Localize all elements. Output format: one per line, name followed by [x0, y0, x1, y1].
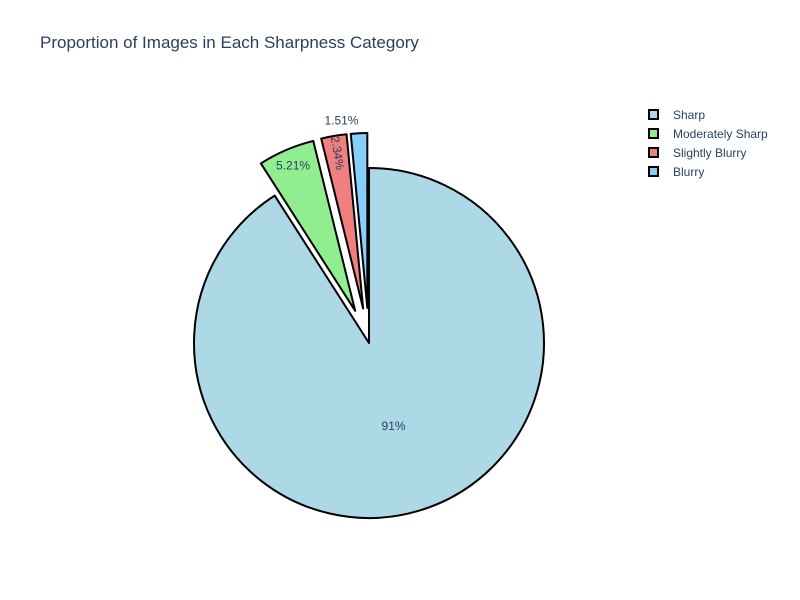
legend-item-moderately-sharp[interactable]: Moderately Sharp	[648, 124, 768, 143]
legend-item-blurry[interactable]: Blurry	[648, 162, 768, 181]
legend-label-slightly-blurry: Slightly Blurry	[673, 145, 747, 160]
pie-slice-blurry[interactable]	[349, 132, 369, 310]
legend: Sharp Moderately Sharp Slightly Blurry B…	[648, 105, 768, 181]
legend-swatch-sharp	[648, 109, 659, 120]
slice-label-slightly-blurry: 2.34%	[328, 135, 348, 171]
pie-slice-sharp[interactable]	[193, 167, 545, 519]
legend-item-sharp[interactable]: Sharp	[648, 105, 768, 124]
chart-title: Proportion of Images in Each Sharpness C…	[40, 33, 419, 52]
legend-swatch-moderately-sharp	[648, 128, 659, 139]
pie-slice-slightly-blurry[interactable]	[320, 133, 365, 310]
slice-label-blurry: 1.51%	[324, 113, 358, 127]
slice-label-sharp: 91%	[382, 419, 406, 433]
legend-swatch-slightly-blurry	[648, 147, 659, 158]
pie-slice-moderately-sharp[interactable]	[259, 139, 357, 312]
legend-item-slightly-blurry[interactable]: Slightly Blurry	[648, 143, 768, 162]
legend-label-sharp: Sharp	[673, 107, 706, 122]
slice-label-moderately-sharp: 5.21%	[276, 158, 310, 172]
legend-label-blurry: Blurry	[673, 164, 705, 179]
legend-swatch-blurry	[648, 166, 659, 177]
legend-label-moderately-sharp: Moderately Sharp	[673, 126, 768, 141]
